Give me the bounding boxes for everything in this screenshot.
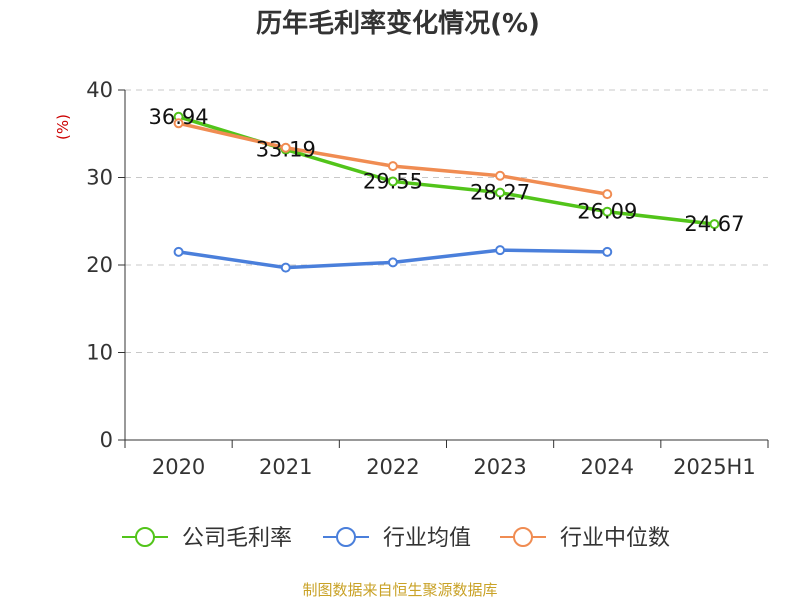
data-point <box>173 118 184 129</box>
legend-marker <box>336 527 356 547</box>
data-point <box>173 246 184 257</box>
x-tick-label: 2021 <box>259 455 312 479</box>
x-tick-label: 2020 <box>152 455 205 479</box>
legend-marker <box>135 527 155 547</box>
legend-label: 公司毛利率 <box>182 526 292 551</box>
legend: 公司毛利率 行业均值 行业中位数 <box>122 526 670 551</box>
legend-label: 行业中位数 <box>560 526 670 551</box>
data-point <box>387 257 398 268</box>
x-tick-label: 2025H1 <box>673 455 756 479</box>
data-point <box>387 161 398 172</box>
data-point <box>602 246 613 257</box>
legend-label: 行业均值 <box>383 526 471 551</box>
data-point <box>280 142 291 153</box>
data-label: 29.55 <box>363 169 423 193</box>
data-label: 28.27 <box>470 181 530 205</box>
data-point <box>495 245 506 256</box>
series-layer <box>173 111 720 273</box>
source-note: 制图数据来自恒生聚源数据库 <box>302 581 497 599</box>
data-point <box>709 219 720 230</box>
x-tick-label: 2023 <box>473 455 526 479</box>
data-label: 26.09 <box>577 200 637 224</box>
axes: 0 10 20 30 40 2020 2021 2022 2023 2024 2025H1 <box>86 78 769 479</box>
data-point <box>495 170 506 181</box>
data-point <box>602 189 613 200</box>
chart-title: 历年毛利率变化情况(%) <box>256 8 540 39</box>
y-axis-label: (%) <box>54 114 72 140</box>
data-label: 33.19 <box>256 138 316 162</box>
data-labels: 36.94 33.19 29.55 28.27 26.09 24.67 <box>149 105 745 236</box>
y-tick-label: 0 <box>100 428 113 452</box>
x-tick-label: 2022 <box>366 455 419 479</box>
y-tick-label: 40 <box>86 78 113 102</box>
x-tick-label: 2024 <box>581 455 634 479</box>
data-point <box>495 187 506 198</box>
data-label: 24.67 <box>684 212 744 236</box>
data-label: 36.94 <box>149 105 209 129</box>
y-tick-label: 10 <box>86 341 113 365</box>
grid-lines <box>125 89 768 353</box>
y-tick-label: 20 <box>86 253 113 277</box>
legend-marker <box>513 527 533 547</box>
y-tick-label: 30 <box>86 166 113 190</box>
data-point <box>387 176 398 187</box>
data-point <box>280 262 291 273</box>
data-point <box>602 206 613 217</box>
